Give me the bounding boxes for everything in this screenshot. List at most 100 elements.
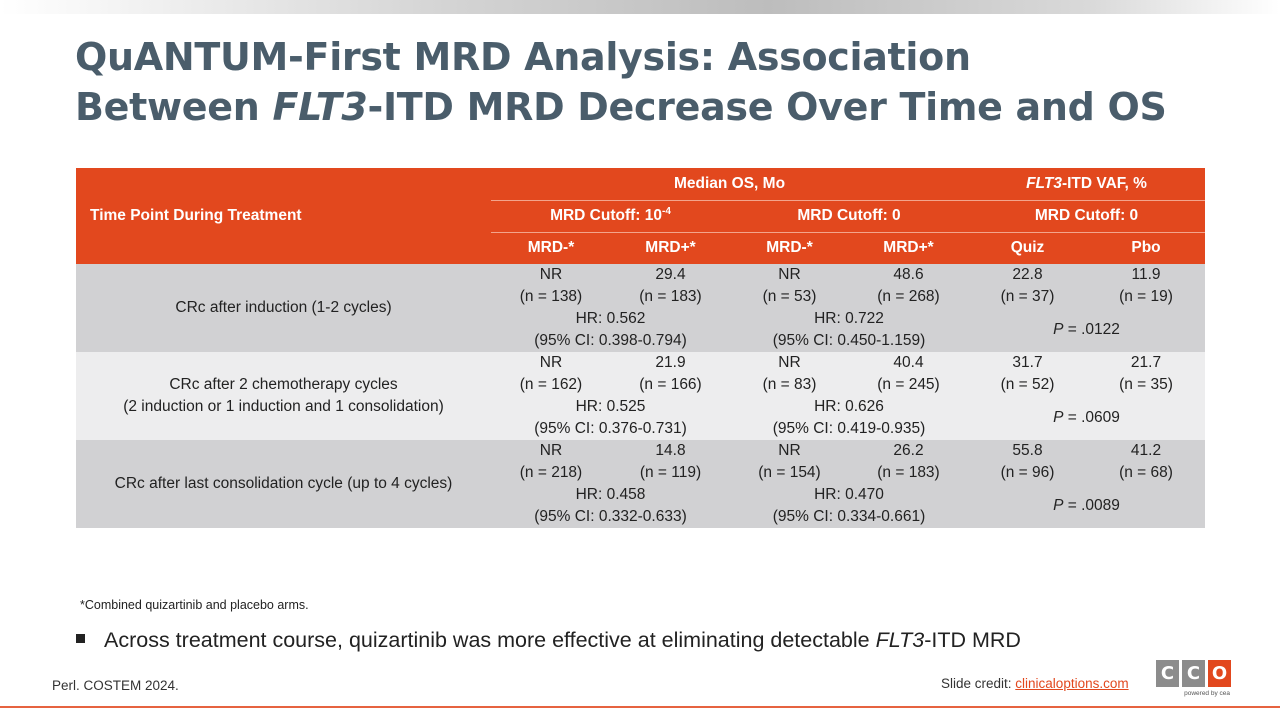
hr-value: HR: 0.470: [814, 486, 884, 503]
header-cutoff-0-os: MRD Cutoff: 0: [730, 200, 968, 233]
bottom-accent-rule: [0, 706, 1280, 708]
cell-value: NR: [539, 266, 563, 283]
p-label: P: [1053, 409, 1064, 426]
title-line-2: Between FLT3-ITD MRD Decrease Over Time …: [75, 82, 1225, 132]
row-label-line-1: CRc after induction (1-2 cycles): [175, 299, 392, 316]
logo-tagline: powered by cea: [1184, 690, 1230, 697]
mrd-os-table: Time Point During Treatment Median OS, M…: [76, 168, 1205, 528]
table-row: CRc after last consolidation cycle (up t…: [76, 440, 1205, 528]
ci-value: (95% CI: 0.419-0.935): [772, 420, 926, 437]
cco-logo: C C O powered by cea: [1156, 660, 1232, 704]
cell-n: (n = 119): [639, 464, 702, 481]
hr-value: HR: 0.562: [575, 310, 646, 327]
table-footnote: *Combined quizartinib and placebo arms.: [80, 598, 309, 612]
cell-value: NR: [778, 266, 801, 283]
logo-letter-c1: C: [1156, 660, 1179, 687]
title-gene-name: FLT3: [272, 85, 368, 129]
header-vaf: FLT3-ITD VAF, %: [968, 168, 1205, 201]
cell-n: (n = 19): [1119, 288, 1173, 305]
row-label-line-1: CRc after 2 chemotherapy cycles: [169, 376, 398, 393]
cell-value: NR: [539, 354, 563, 371]
header-pbo: Pbo: [1087, 232, 1205, 264]
value-cell: NR (n = 83): [730, 352, 849, 396]
p-value-cell: P = .0089: [968, 484, 1205, 528]
value-cell: 31.7 (n = 52): [968, 352, 1087, 396]
key-finding-bullet: Across treatment course, quizartinib was…: [76, 628, 1021, 653]
source-citation: Perl. COSTEM 2024.: [52, 678, 179, 693]
ci-value: (95% CI: 0.450-1.159): [772, 332, 926, 349]
value-cell: 22.8 (n = 37): [968, 264, 1087, 308]
hr-cell: HR: 0.722 (95% CI: 0.450-1.159): [730, 308, 968, 352]
row-label: CRc after induction (1-2 cycles): [76, 264, 491, 352]
cell-n: (n = 52): [1000, 376, 1055, 393]
value-cell: 21.9 (n = 166): [611, 352, 730, 396]
hr-cell: HR: 0.562 (95% CI: 0.398-0.794): [491, 308, 730, 352]
cell-value: 21.7: [1130, 354, 1162, 371]
ci-value: (95% CI: 0.332-0.633): [534, 508, 687, 525]
row-group-last-consolidation: CRc after last consolidation cycle (up t…: [76, 440, 1205, 528]
row-label: CRc after 2 chemotherapy cycles (2 induc…: [76, 352, 491, 440]
row-group-induction: CRc after induction (1-2 cycles) NR (n = …: [76, 264, 1205, 352]
header-mrd-pos-2: MRD+*: [849, 232, 968, 264]
cell-n: (n = 37): [1000, 288, 1055, 305]
value-cell: NR (n = 162): [491, 352, 611, 396]
logo-letter-c2: C: [1182, 660, 1205, 687]
slide-title: QuANTUM-First MRD Analysis: Association …: [75, 32, 1225, 132]
table-row: CRc after 2 chemotherapy cycles (2 induc…: [76, 352, 1205, 440]
cell-n: (n = 268): [877, 288, 940, 305]
table-row-hr: HR: 0.458 (95% CI: 0.332-0.633) HR: 0.470…: [76, 484, 1205, 528]
value-cell: 11.9 (n = 19): [1087, 264, 1205, 308]
cell-n: (n = 35): [1119, 376, 1173, 393]
top-gradient-bar: [0, 0, 1280, 14]
cell-n: (n = 154): [758, 464, 821, 481]
p-label: P: [1053, 497, 1064, 514]
bullet-square-icon: [76, 633, 85, 643]
hr-cell: HR: 0.470 (95% CI: 0.334-0.661): [730, 484, 968, 528]
header-mrd-neg-2: MRD-*: [730, 232, 849, 264]
p-value: = .0609: [1063, 409, 1120, 426]
cell-n: (n = 245): [877, 376, 940, 393]
ci-value: (95% CI: 0.376-0.731): [534, 420, 687, 437]
row-label-line-1: CRc after last consolidation cycle (up t…: [114, 475, 453, 492]
cell-n: (n = 183): [639, 288, 702, 305]
cell-value: NR: [778, 354, 801, 371]
hr-cell: HR: 0.525 (95% CI: 0.376-0.731): [491, 396, 730, 440]
hr-cell: HR: 0.626 (95% CI: 0.419-0.935): [730, 396, 968, 440]
table-row-hr: HR: 0.525 (95% CI: 0.376-0.731) HR: 0.626…: [76, 396, 1205, 440]
title-line-1: QuANTUM-First MRD Analysis: Association: [75, 35, 971, 79]
bullet-gene-name: FLT3: [875, 628, 925, 652]
value-cell: NR (n = 53): [730, 264, 849, 308]
ci-value: (95% CI: 0.398-0.794): [534, 332, 687, 349]
cell-value: 41.2: [1130, 442, 1162, 459]
value-cell: 40.4 (n = 245): [849, 352, 968, 396]
row-label: CRc after last consolidation cycle (up t…: [76, 440, 491, 528]
clinicaloptions-link[interactable]: clinicaloptions.com: [1015, 676, 1129, 691]
hr-cell: HR: 0.458 (95% CI: 0.332-0.633): [491, 484, 730, 528]
p-value-cell: P = .0122: [968, 308, 1205, 352]
cell-value: 21.9: [655, 354, 686, 371]
header-cutoff-1e-4: MRD Cutoff: 10-4: [491, 200, 730, 233]
header-median-os: Median OS, Mo: [491, 168, 968, 201]
hr-value: HR: 0.458: [575, 486, 646, 503]
value-cell: 48.6 (n = 268): [849, 264, 968, 308]
cell-value: 26.2: [893, 442, 924, 459]
value-cell: 29.4 (n = 183): [611, 264, 730, 308]
header-quiz: Quiz: [968, 232, 1087, 264]
header-vaf-suffix: -ITD VAF, %: [1061, 174, 1147, 192]
cell-value: NR: [539, 442, 563, 459]
ci-value: (95% CI: 0.334-0.661): [772, 508, 926, 525]
slide-credit: Slide credit: clinicaloptions.com: [941, 676, 1129, 691]
value-cell: 55.8 (n = 96): [968, 440, 1087, 484]
value-cell: NR (n = 218): [491, 440, 611, 484]
row-label-line-2: (2 induction or 1 induction and 1 consol…: [123, 398, 444, 415]
cell-value: 29.4: [655, 266, 686, 283]
value-cell: 14.8 (n = 119): [611, 440, 730, 484]
row-group-2-cycles: CRc after 2 chemotherapy cycles (2 induc…: [76, 352, 1205, 440]
header-cutoff-exponent: -4: [662, 205, 671, 217]
value-cell: 21.7 (n = 35): [1087, 352, 1205, 396]
value-cell: 26.2 (n = 183): [849, 440, 968, 484]
bullet-text-suffix: -ITD MRD: [924, 628, 1021, 652]
cell-value: 14.8: [655, 442, 686, 459]
logo-letter-o: O: [1208, 660, 1231, 687]
slide-credit-label: Slide credit:: [941, 676, 1016, 691]
